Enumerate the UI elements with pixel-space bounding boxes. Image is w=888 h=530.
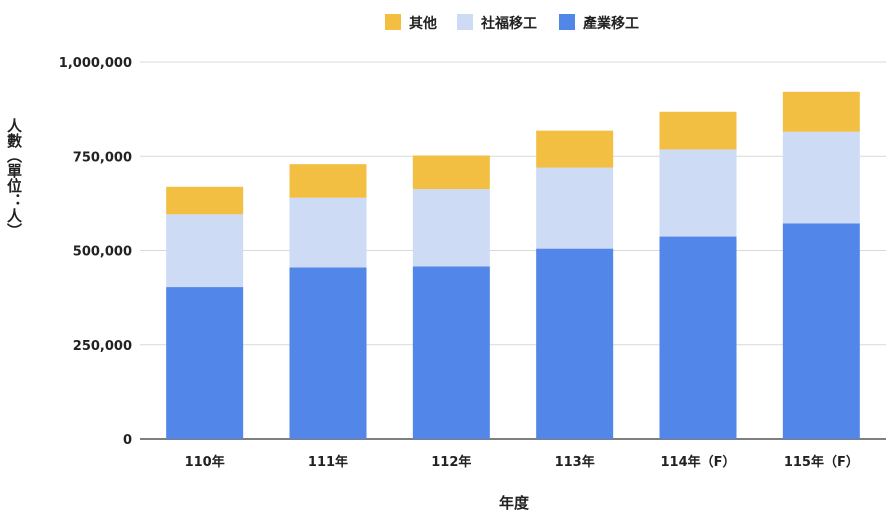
legend-swatch: [385, 14, 401, 30]
bar-segment: [166, 186, 244, 215]
bar-segment: [659, 236, 737, 439]
bar-segment: [659, 149, 737, 237]
bar-segment: [536, 130, 614, 168]
bar-segment: [782, 131, 860, 224]
legend-label: 社福移工: [480, 15, 537, 32]
bar-segment: [289, 164, 367, 198]
legend-label: 其他: [409, 15, 437, 32]
bar-segment: [782, 91, 860, 132]
x-tick-label: 111年: [308, 454, 348, 470]
y-tick-label: 500,000: [73, 245, 132, 260]
bar-segment: [412, 189, 490, 267]
bar-segment: [166, 214, 244, 288]
bar-segment: [659, 111, 737, 150]
chart-legend: 其他 社福移工 產業移工: [385, 14, 639, 32]
bar-segment: [536, 167, 614, 249]
y-tick-label: 250,000: [73, 339, 132, 354]
legend-label: 產業移工: [582, 15, 639, 32]
bar-segment: [412, 266, 490, 439]
legend-swatch: [457, 14, 473, 30]
x-tick-label: 113年: [555, 454, 595, 470]
x-axis-title: 年度: [499, 494, 530, 512]
bar-segment: [166, 287, 244, 439]
gridlines: [140, 61, 886, 440]
x-tick-label: 115年（F）: [784, 454, 859, 470]
y-tick-label: 0: [123, 433, 132, 448]
x-tick-label: 110年: [185, 454, 225, 470]
x-axis-tick-labels: 110年 111年 112年 113年 114年（F） 115年（F）: [185, 454, 859, 470]
y-tick-label: 750,000: [73, 150, 132, 165]
y-tick-label: 1,000,000: [59, 56, 132, 71]
y-axis-title: 人數（單位：人）: [5, 118, 23, 238]
legend-swatch: [559, 14, 575, 30]
x-tick-label: 114年（F）: [660, 454, 735, 470]
bar-segment: [536, 248, 614, 439]
bar-segment: [782, 223, 860, 439]
x-tick-label: 112年: [431, 454, 471, 470]
bars: [166, 91, 860, 439]
bar-segment: [289, 267, 367, 439]
bar-segment: [412, 155, 490, 190]
y-axis-tick-labels: 0 250,000 500,000 750,000 1,000,000: [59, 56, 132, 448]
bar-segment: [289, 197, 367, 268]
